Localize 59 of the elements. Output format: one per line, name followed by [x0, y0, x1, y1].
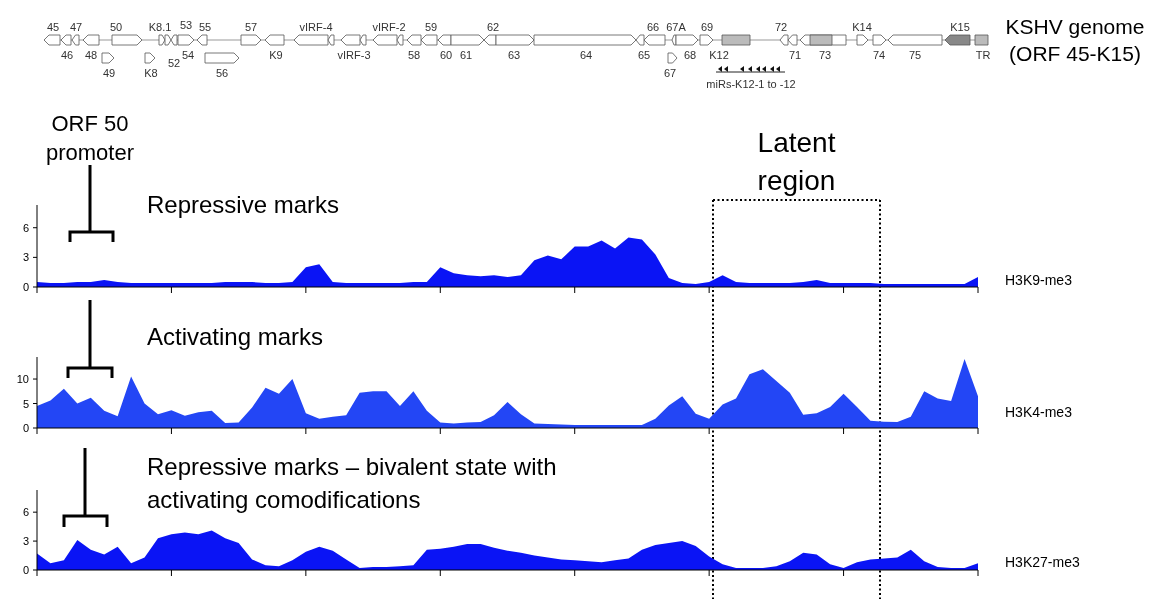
- text: K9: [269, 49, 283, 61]
- text: 59: [424, 21, 438, 33]
- text: 54: [181, 49, 195, 61]
- text: 47: [69, 21, 83, 33]
- series-label: H3K4-me3: [1005, 404, 1073, 420]
- text: 68: [683, 49, 697, 61]
- text: 50: [109, 21, 123, 33]
- chart-title: Repressive marks: [147, 191, 340, 218]
- text: K12: [709, 49, 729, 61]
- text: vIRF-4: [299, 21, 333, 33]
- text: 69: [700, 21, 714, 33]
- text: K8.1: [148, 21, 172, 33]
- text: 73: [818, 49, 832, 61]
- text: 66: [646, 21, 660, 33]
- y-tick-label: 0: [22, 281, 29, 293]
- text: 61: [459, 49, 473, 61]
- y-tick-label: 5: [22, 397, 29, 410]
- text: 60: [439, 49, 453, 61]
- y-tick-label: 6: [22, 221, 29, 234]
- text: K15: [950, 21, 970, 33]
- text: 57: [244, 21, 258, 33]
- series-label: H3K27-me3: [1005, 554, 1080, 570]
- text: 72: [774, 21, 788, 33]
- text: 53: [179, 19, 193, 31]
- text: TR: [975, 49, 991, 61]
- text: vIRF-3: [337, 49, 371, 61]
- text: 71: [788, 49, 802, 61]
- text: 46: [60, 49, 74, 61]
- text: K14: [852, 21, 872, 33]
- text: 56: [215, 67, 229, 79]
- text: 45: [46, 21, 60, 33]
- y-tick-label: 6: [22, 506, 29, 519]
- text: 63: [507, 49, 521, 61]
- text: 67A: [666, 21, 687, 33]
- y-tick-label: 0: [22, 564, 29, 576]
- text: miRs-K12-1 to -12: [706, 78, 796, 90]
- text: 75: [908, 49, 922, 61]
- text: KSHV genome (ORF 45-K15): [1005, 15, 1145, 65]
- text: 52: [167, 57, 181, 69]
- text: ORF 50 promoter: [45, 111, 135, 165]
- y-tick-label: 3: [22, 251, 29, 264]
- text: Latent region: [757, 127, 836, 196]
- text: 64: [579, 49, 593, 61]
- text: K8: [144, 67, 158, 79]
- text: 74: [872, 49, 886, 61]
- text: 58: [407, 49, 421, 61]
- text: 65: [637, 49, 651, 61]
- y-tick-label: 3: [22, 535, 29, 548]
- text: 49: [102, 67, 116, 79]
- text: vIRF-2: [372, 21, 406, 33]
- chart-title: Repressive marks – bivalent state with activating comodifications: [147, 453, 557, 513]
- y-tick-label: 10: [16, 373, 29, 386]
- text: 48: [84, 49, 98, 61]
- y-tick-label: 0: [22, 422, 29, 434]
- text: 55: [198, 21, 212, 33]
- series-label: H3K9-me3: [1005, 272, 1073, 288]
- text: 62: [486, 21, 500, 33]
- text: 67: [663, 67, 677, 79]
- chart-title: Activating marks: [147, 323, 324, 350]
